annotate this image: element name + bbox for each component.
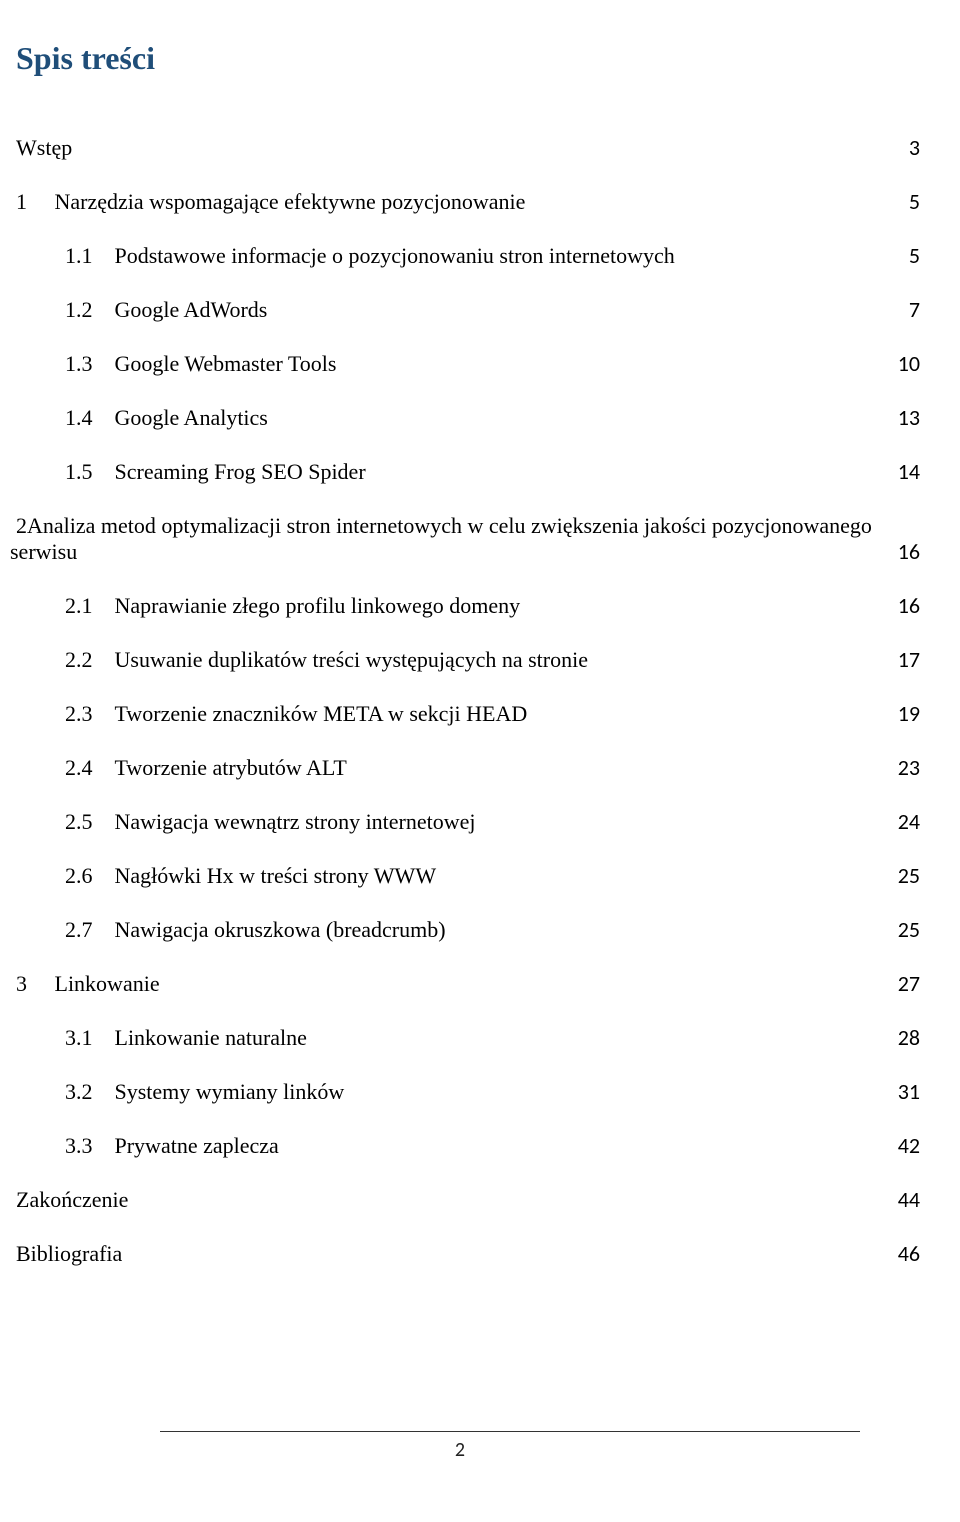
toc-entry-page: 17: [878, 649, 920, 671]
toc-entry-label: Narzędzia wspomagające efektywne pozycjo…: [55, 191, 526, 213]
toc-entry: 1.1 Podstawowe informacje o pozycjonowan…: [10, 245, 920, 267]
toc-entry: 3 Linkowanie 27: [10, 973, 920, 995]
toc-entry-page: 16: [878, 595, 920, 617]
toc-entry-page: 23: [878, 757, 920, 779]
toc-entry-page: 42: [878, 1135, 920, 1157]
toc-entry-label: Tworzenie atrybutów ALT: [115, 757, 347, 779]
toc-entry-label: Google AdWords: [115, 299, 268, 321]
toc-entry-page: 46: [878, 1243, 920, 1265]
toc-entry-number: 2.3: [65, 703, 115, 725]
toc-entry: 2.6 Nagłówki Hx w treści strony WWW 25: [10, 865, 920, 887]
toc-entry-number: 1: [16, 191, 55, 213]
toc-entry-page: 19: [878, 703, 920, 725]
toc-entry-number: 1.5: [65, 461, 115, 483]
toc-entry-label: Nagłówki Hx w treści strony WWW: [115, 865, 437, 887]
toc-entry-page: 5: [889, 245, 920, 267]
toc-entry: 1.4 Google Analytics 13: [10, 407, 920, 429]
toc-entry: 3.1 Linkowanie naturalne 28: [10, 1027, 920, 1049]
toc-entry-number: 2.4: [65, 757, 115, 779]
toc-entry-page: 28: [878, 1027, 920, 1049]
footer-rule: [160, 1431, 860, 1432]
toc-entry: 1.2 Google AdWords 7: [10, 299, 920, 321]
toc-entry-number: 2.2: [65, 649, 115, 671]
toc-entry-label: Usuwanie duplikatów treści występujących…: [115, 649, 588, 671]
toc-entry-label: Systemy wymiany linków: [115, 1081, 345, 1103]
toc-entry-page: 7: [889, 299, 920, 321]
toc-entry-number: 2: [16, 515, 27, 537]
toc-entry-number: 1.4: [65, 407, 115, 429]
toc-entry-number: 1.1: [65, 245, 115, 267]
toc-entry-label: Linkowanie naturalne: [115, 1027, 307, 1049]
toc-entry-label: Bibliografia: [16, 1243, 122, 1265]
toc-entry: 2.1 Naprawianie złego profilu linkowego …: [10, 595, 920, 617]
toc-entry-number: 2.6: [65, 865, 115, 887]
toc-entry-label: Analiza metod optymalizacji stron intern…: [27, 515, 872, 537]
toc-entry: 3.3 Prywatne zaplecza 42: [10, 1135, 920, 1157]
toc-entry-number: 2.5: [65, 811, 115, 833]
toc-entry-page: 25: [878, 919, 920, 941]
toc-entry-number: 3.3: [65, 1135, 115, 1157]
toc-entry: 2.7 Nawigacja okruszkowa (breadcrumb) 25: [10, 919, 920, 941]
toc-entry: 3.2 Systemy wymiany linków 31: [10, 1081, 920, 1103]
toc-entry-number: 2.7: [65, 919, 115, 941]
toc-entry-number: 3: [16, 973, 55, 995]
toc-entry: Wstęp 3: [10, 137, 920, 159]
toc-entry: Zakończenie 44: [10, 1189, 920, 1211]
toc-entry-page: 16: [878, 541, 920, 563]
toc-entry-page: 5: [889, 191, 920, 213]
toc-entry-number: 1.3: [65, 353, 115, 375]
toc-entry-number: 3.2: [65, 1081, 115, 1103]
toc-entry-page: 3: [889, 137, 920, 159]
toc-entry-number: 2.1: [65, 595, 115, 617]
toc-entry-number: 3.1: [65, 1027, 115, 1049]
toc-entry: 1.3 Google Webmaster Tools 10: [10, 353, 920, 375]
toc-title: Spis treści: [10, 40, 920, 77]
toc-entry-label: Linkowanie: [55, 973, 160, 995]
toc-entry-label: serwisu: [10, 541, 77, 563]
toc-entry-continuation: serwisu 16: [4, 541, 920, 563]
toc-entry-number: 1.2: [65, 299, 115, 321]
toc-entry: 2.2 Usuwanie duplikatów treści występują…: [10, 649, 920, 671]
toc-entry-label: Tworzenie znaczników META w sekcji HEAD: [115, 703, 528, 725]
toc-entry: 2.3 Tworzenie znaczników META w sekcji H…: [10, 703, 920, 725]
toc-entry: Bibliografia 46: [10, 1243, 920, 1265]
toc-entry-label: Google Analytics: [115, 407, 268, 429]
toc-entry-label: Zakończenie: [16, 1189, 128, 1211]
toc-entry-page: 25: [878, 865, 920, 887]
toc-entry: 1.5 Screaming Frog SEO Spider 14: [10, 461, 920, 483]
toc-list: Wstęp31 Narzędzia wspomagające efektywne…: [10, 137, 920, 1265]
toc-entry-label: Nawigacja okruszkowa (breadcrumb): [115, 919, 446, 941]
toc-entry: 2.4 Tworzenie atrybutów ALT 23: [10, 757, 920, 779]
toc-entry-page: 31: [878, 1081, 920, 1103]
toc-entry-label: Podstawowe informacje o pozycjonowaniu s…: [115, 245, 675, 267]
document-page: Spis treści Wstęp31 Narzędzia wspomagają…: [0, 0, 960, 1522]
toc-entry-page: 13: [878, 407, 920, 429]
footer-page-number: 2: [0, 1438, 920, 1462]
toc-entry-label: Nawigacja wewnątrz strony internetowej: [115, 811, 476, 833]
toc-entry: 2.5 Nawigacja wewnątrz strony internetow…: [10, 811, 920, 833]
toc-entry-page: 44: [878, 1189, 920, 1211]
toc-entry-label: Wstęp: [16, 137, 72, 159]
toc-entry: 2 Analiza metod optymalizacji stron inte…: [10, 515, 920, 537]
toc-entry-page: 14: [878, 461, 920, 483]
toc-entry: 1 Narzędzia wspomagające efektywne pozyc…: [10, 191, 920, 213]
toc-entry-label: Google Webmaster Tools: [115, 353, 337, 375]
toc-entry-page: 24: [878, 811, 920, 833]
toc-entry-label: Prywatne zaplecza: [115, 1135, 279, 1157]
toc-entry-page: 10: [878, 353, 920, 375]
toc-entry-label: Naprawianie złego profilu linkowego dome…: [115, 595, 521, 617]
toc-entry-label: Screaming Frog SEO Spider: [115, 461, 366, 483]
toc-entry-page: 27: [878, 973, 920, 995]
page-footer: 2: [0, 1431, 920, 1462]
